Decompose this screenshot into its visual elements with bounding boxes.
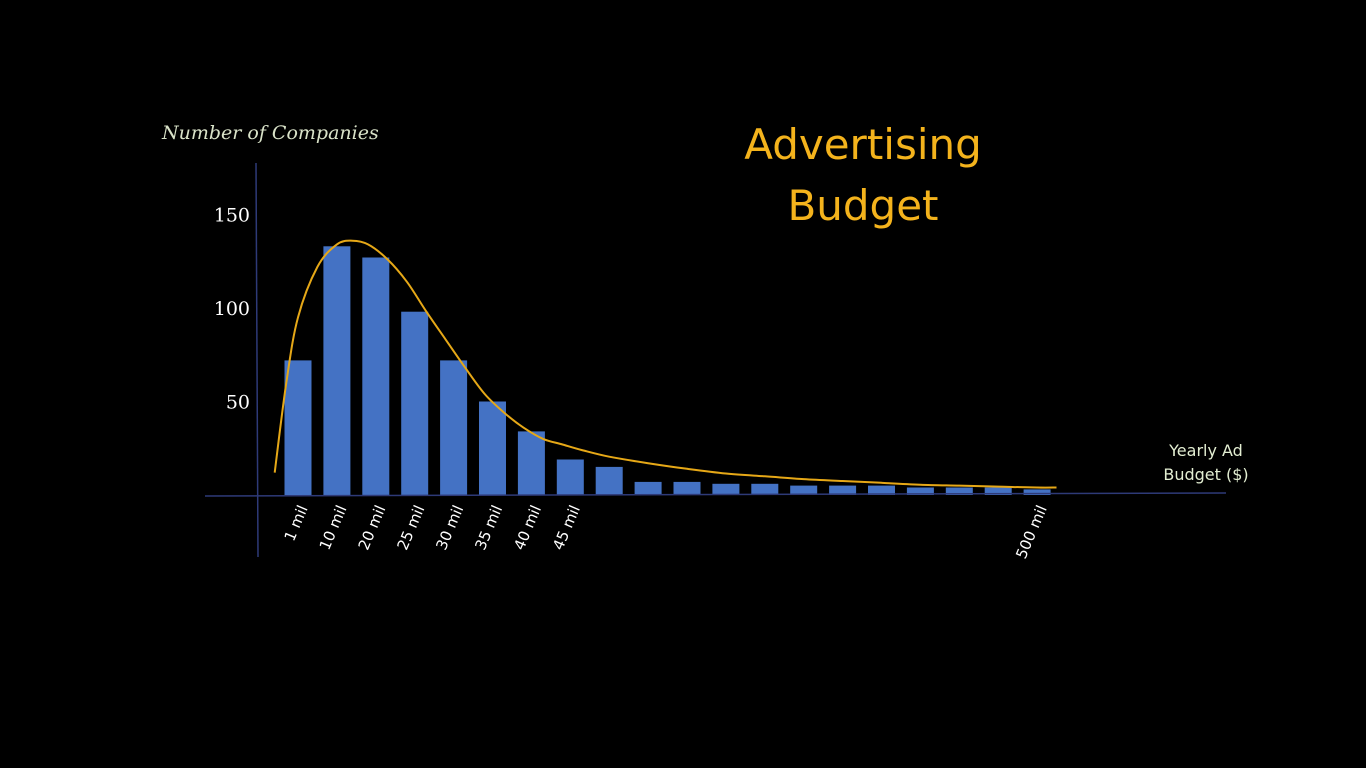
y-tick-label: 150: [214, 205, 250, 227]
bar: [323, 246, 351, 495]
bar: [868, 485, 895, 495]
x-tick-label: 10 mil: [316, 503, 351, 553]
x-tick-label: 45 mil: [549, 503, 584, 553]
y-axis-line: [255, 162, 259, 558]
x-tick-labels: 1 mil 10 mil 20 mil 25 mil 30 mil 35 mil 40 mi…: [281, 503, 1051, 562]
bar: [517, 431, 545, 495]
distribution-curve: [273, 239, 1057, 489]
bar: [673, 481, 701, 495]
bars-layer: [284, 246, 1051, 495]
bar: [401, 311, 429, 495]
chart-title-line-2: Budget: [787, 181, 938, 230]
x-tick-label: 500 mil: [1012, 503, 1051, 562]
x-axis-label-line-2: Budget ($): [1163, 465, 1248, 484]
bar: [790, 485, 818, 495]
y-tick-label: 100: [214, 298, 250, 320]
bar: [634, 481, 662, 495]
x-tick-label: 40 mil: [510, 503, 545, 553]
x-tick-label: 20 mil: [355, 503, 390, 553]
y-axis-label: Number of Companies: [161, 122, 379, 144]
bar: [440, 360, 468, 495]
y-tick-label: 50: [226, 392, 250, 414]
x-tick-label: 1 mil: [281, 503, 312, 544]
bar: [945, 487, 973, 495]
bar: [595, 466, 623, 495]
x-tick-label: 25 mil: [394, 503, 429, 553]
bar: [906, 487, 934, 495]
x-tick-label: 30 mil: [432, 503, 467, 553]
bar: [984, 487, 1012, 495]
axes-layer: [204, 162, 1227, 558]
y-tick-labels: 50 100 150: [214, 205, 250, 414]
bar: [751, 483, 779, 495]
bar: [362, 257, 390, 495]
bar: [479, 401, 506, 495]
bar: [712, 483, 740, 495]
x-axis-label-line-1: Yearly Ad: [1168, 441, 1243, 460]
x-axis-line: [204, 492, 1227, 497]
bar: [556, 459, 584, 495]
x-tick-label: 35 mil: [471, 503, 506, 553]
bar: [829, 485, 857, 495]
chart-title-line-1: Advertising: [744, 120, 982, 169]
bar: [284, 360, 312, 495]
bar: [1023, 489, 1051, 495]
